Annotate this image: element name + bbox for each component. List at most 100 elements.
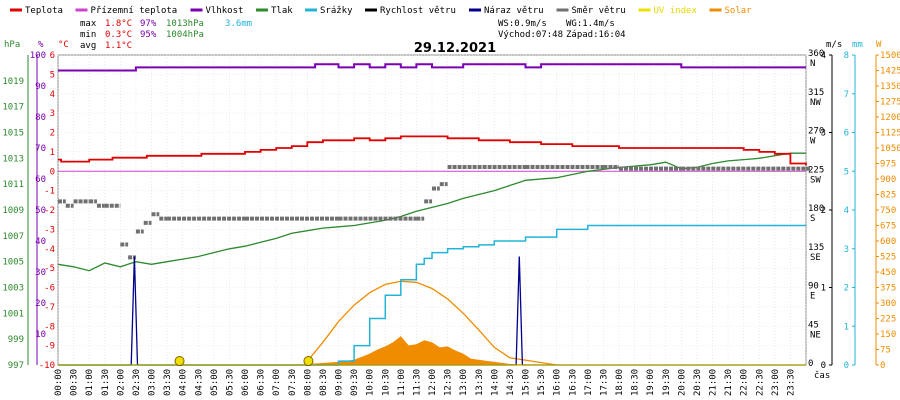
axis-time-tick-39: 19:30 (662, 369, 672, 396)
axis-time-tick-14: 07:00 (272, 369, 282, 396)
axis-pressure-tick-1: 999 (8, 335, 24, 345)
axis-pressure-tick-4: 1005 (2, 258, 24, 268)
axis-time-tick-38: 19:00 (646, 369, 656, 396)
legend: Teplota Přízemní teplota Vlhkost Tlak Srážky… (10, 6, 752, 16)
legend-label-7: Směr větru (572, 6, 626, 16)
axis-solar-tick-14: 1050 (880, 144, 900, 154)
stats-block: max 1.8°C 97% 1013hPa 3.6mm min 0.3°C 95% 1004hP… (80, 19, 626, 51)
axis-time-tick-17: 08:30 (319, 369, 329, 396)
wind-wg: WG:1.4m/s (566, 19, 615, 29)
axis-temp-tick-16: 6 (50, 51, 55, 61)
axis-dir-tick-7: 45 (808, 320, 819, 330)
legend-label-8: UV index (654, 6, 698, 16)
axis-time-tick-7: 03:30 (163, 369, 173, 396)
axis-solar-tick-19: 1425 (880, 67, 900, 77)
series-temperature (58, 135, 807, 166)
axis-temp-tick-9: -1 (44, 187, 55, 197)
axis-dir-label-5: SE (810, 253, 821, 263)
axis-time-tick-44: 22:00 (740, 369, 750, 396)
axis-pressure-tick-8: 1013 (2, 154, 24, 164)
sunset: Západ:16:04 (566, 30, 626, 40)
axis-time-tick-26: 13:00 (459, 369, 469, 396)
axis-time-tick-0: 00:00 (54, 369, 64, 396)
axis-dir-tick-1: 315 (808, 88, 824, 98)
axis-dir-tick-2: 270 (808, 127, 824, 137)
axis-time-tick-18: 09:00 (335, 369, 345, 396)
stat-max-rain: 3.6mm (225, 19, 252, 29)
axis-time-tick-41: 20:30 (693, 369, 703, 396)
axis-time-tick-3: 01:30 (101, 369, 111, 396)
axis-solar-tick-2: 150 (880, 330, 896, 340)
axis-time-tick-28: 14:00 (490, 369, 500, 396)
axis-solar-tick-1: 75 (880, 346, 891, 356)
axis-rain-tick-7: 7 (844, 90, 849, 100)
axis-time-label: čas (814, 370, 830, 381)
sun-marker-0 (174, 356, 185, 366)
axis-time-tick-10: 05:00 (210, 369, 220, 396)
axis-pressure-tick-10: 1017 (2, 103, 24, 113)
stat-min-press: 1004hPa (166, 30, 204, 40)
axis-time-tick-19: 09:30 (350, 369, 360, 396)
axis-time-tick-27: 13:30 (475, 369, 485, 396)
axis-wind-tick-2: 2 (821, 206, 826, 216)
axis-wind-tick-0: 0 (821, 361, 826, 371)
axis-time-tick-43: 21:30 (724, 369, 734, 396)
axis-time-tick-5: 02:30 (132, 369, 142, 396)
axis-solar-tick-18: 1350 (880, 82, 900, 92)
axis-humidity-tick-7: 80 (35, 113, 46, 123)
axis-humidity-tick-5: 60 (35, 175, 46, 185)
axis-wind-tick-4: 4 (821, 51, 826, 61)
axis-time-tick-34: 17:00 (584, 369, 594, 396)
axis-dir-tick-3: 225 (808, 165, 824, 175)
axis-temp-tick-14: 4 (50, 90, 55, 100)
axis-solar-tick-3: 225 (880, 315, 896, 325)
axis-temp-tick-7: -3 (44, 225, 55, 235)
axis-solar-tick-5: 375 (880, 284, 896, 294)
axis-time-tick-13: 06:30 (257, 369, 267, 396)
axis-humidity-tick-2: 30 (35, 268, 46, 278)
axis-time-tick-15: 07:30 (288, 369, 298, 396)
axis-time-tick-2: 01:00 (85, 369, 95, 396)
axis-temp-tick-0: -10 (39, 361, 55, 371)
axis-time-tick-42: 21:00 (709, 369, 719, 396)
axis-temp-tick-2: -8 (44, 322, 55, 332)
axis-time-tick-12: 06:00 (241, 369, 251, 396)
axis-pressure-unit: hPa (4, 40, 20, 50)
axis-dir-label-4: S (810, 214, 815, 224)
axis-solar-tick-12: 900 (880, 175, 896, 185)
axis-dir-label-1: NW (810, 98, 821, 108)
axis-temp-tick-12: 2 (50, 129, 55, 139)
axis-pressure-tick-3: 1003 (2, 284, 24, 294)
series-humidity (58, 63, 806, 72)
stat-max-temp: 1.8°C (105, 19, 132, 29)
axis-humidity-tick-1: 20 (35, 299, 46, 309)
axis-dir-label-3: SW (810, 175, 821, 185)
axis-temp-tick-8: -2 (44, 206, 55, 216)
axis-solar-tick-8: 600 (880, 237, 896, 247)
axis-pressure-tick-11: 1019 (2, 77, 24, 87)
legend-label-3: Tlak (271, 6, 293, 16)
stat-max-label: max (80, 19, 97, 29)
axis-solar-tick-15: 1125 (880, 129, 900, 139)
stat-max-hum: 97% (140, 19, 157, 29)
plot-area (57, 63, 810, 366)
axis-dir-tick-8: 0 (808, 359, 813, 369)
stat-min-hum: 95% (140, 30, 157, 40)
axis-solar-tick-11: 825 (880, 191, 896, 201)
axis-solar-tick-16: 1200 (880, 113, 900, 123)
plot-frame (57, 54, 807, 366)
axis-solar-tick-4: 300 (880, 299, 896, 309)
axis-time-tick-16: 08:00 (303, 369, 313, 396)
axis-pressure-tick-5: 1007 (2, 232, 24, 242)
stat-min-label: min (80, 30, 96, 40)
axis-temp-tick-10: 0 (50, 167, 55, 177)
axis-time-tick-33: 16:30 (568, 369, 578, 396)
axis-dir-tick-4: 180 (808, 204, 824, 214)
wind-ws: WS:0.9m/s (498, 19, 547, 29)
axis-temp-tick-4: -6 (44, 284, 55, 294)
axis-time-tick-25: 12:30 (444, 369, 454, 396)
axis-rain-tick-1: 1 (844, 322, 849, 332)
axis-dir-label-2: W (810, 137, 816, 147)
legend-label-9: Solar (725, 6, 753, 16)
